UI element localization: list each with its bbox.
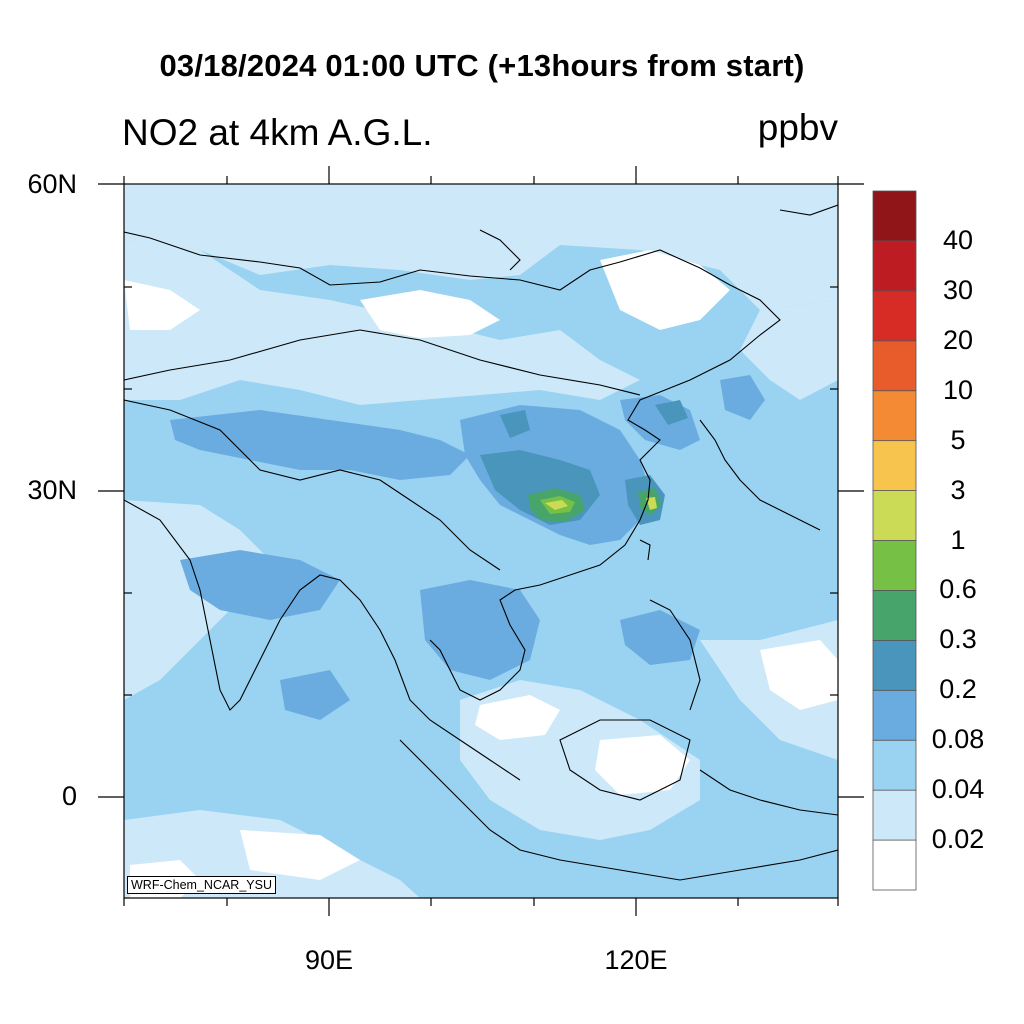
- field-clean-kazakh: [124, 280, 200, 330]
- colorbar-tick-label: 5: [950, 424, 966, 455]
- field-hotspot-wuhan-core: [545, 500, 568, 510]
- field-tarim-band: [170, 410, 470, 480]
- field-clean-borneo: [595, 735, 690, 795]
- field-clean-indian-ocean: [240, 830, 360, 880]
- colorbar-tick-label: 0.2: [939, 674, 977, 705]
- lat-label-60n: 60N: [27, 169, 77, 199]
- baikal: [479, 229, 521, 271]
- field-hotspot-shanghai-core: [646, 497, 657, 510]
- colorbar-swatch: [872, 340, 917, 392]
- colorbar-swatch: [872, 490, 917, 541]
- himalaya-border: [124, 399, 501, 571]
- field-indo-gangetic: [180, 550, 340, 620]
- philippines: [649, 599, 701, 711]
- sumatra-java: [399, 739, 838, 881]
- colorbar-swatch: [872, 290, 917, 342]
- field-sea-of-japan: [720, 375, 765, 420]
- colorbar-swatch: [872, 190, 917, 242]
- colorbar-tick-label: 30: [942, 274, 974, 305]
- colorbar-tick-label: 20: [942, 324, 974, 355]
- asia-east-coast: [124, 231, 781, 701]
- field-clean-siberia: [600, 250, 730, 330]
- map-title: 03/18/2024 01:00 UTC (+13hours from star…: [159, 48, 805, 83]
- colorbar-tick-label: 3: [950, 474, 966, 505]
- colorbar-swatch: [872, 739, 917, 791]
- model-credit-label: WRF-Chem_NCAR_YSU: [127, 876, 276, 894]
- sulawesi-new-guinea: [699, 769, 838, 816]
- lat-label-30n: 30N: [27, 475, 77, 505]
- map-ticks: [98, 166, 864, 916]
- field-ordos-core: [500, 410, 530, 438]
- field-clean-pacific: [760, 640, 838, 710]
- colorbar-tick-label: 10: [942, 374, 974, 405]
- field-north-light: [124, 184, 838, 310]
- colorbar-swatch: [872, 240, 917, 292]
- colorbar-tick-label: 0.02: [931, 824, 985, 855]
- lat-label-0: 0: [61, 781, 77, 811]
- lon-label-90e: 90E: [304, 945, 354, 975]
- colorbar-swatch: [872, 540, 917, 591]
- field-indochina: [420, 580, 540, 680]
- colorbar-tick-label: 0.6: [939, 574, 977, 605]
- colorbar-swatch: [872, 390, 917, 442]
- colorbar-swatch: [872, 639, 917, 691]
- colorbar-swatch: [872, 689, 917, 741]
- coastlines-and-borders: [124, 204, 838, 881]
- no2-concentration-field: [124, 184, 838, 898]
- field-bohai-core: [655, 400, 688, 425]
- borneo: [559, 719, 691, 801]
- colorbar-swatch: [872, 789, 917, 841]
- map-frame: [123, 183, 839, 899]
- colorbar-tick-label: 0.04: [931, 774, 985, 805]
- mongolia-border: [124, 329, 641, 396]
- colorbar-swatch: [872, 440, 917, 491]
- japan-arc: [699, 419, 821, 531]
- field-west-light: [124, 500, 270, 700]
- colorbar-swatch: [872, 590, 917, 641]
- field-philippines: [620, 610, 700, 665]
- field-northeast-light: [740, 300, 838, 400]
- colorbar: [872, 190, 917, 891]
- field-clean-scs: [475, 695, 560, 740]
- colorbar-tick-label: 40: [942, 224, 974, 255]
- taiwan: [639, 539, 651, 561]
- colorbar-tick-label: 1: [950, 524, 966, 555]
- lon-label-120e: 120E: [604, 945, 668, 975]
- colorbar-swatch: [872, 839, 917, 891]
- colorbar-tick-label: 0.08: [931, 724, 985, 755]
- south-asia-coast: [124, 499, 521, 781]
- variable-label: NO2 at 4km A.G.L.: [122, 112, 433, 153]
- field-clean-mongolia: [360, 290, 500, 338]
- units-label: ppbv: [757, 107, 838, 148]
- field-bay-of-bengal: [280, 670, 350, 720]
- kamchatka: [779, 204, 838, 216]
- colorbar-tick-label: 0.3: [939, 624, 977, 655]
